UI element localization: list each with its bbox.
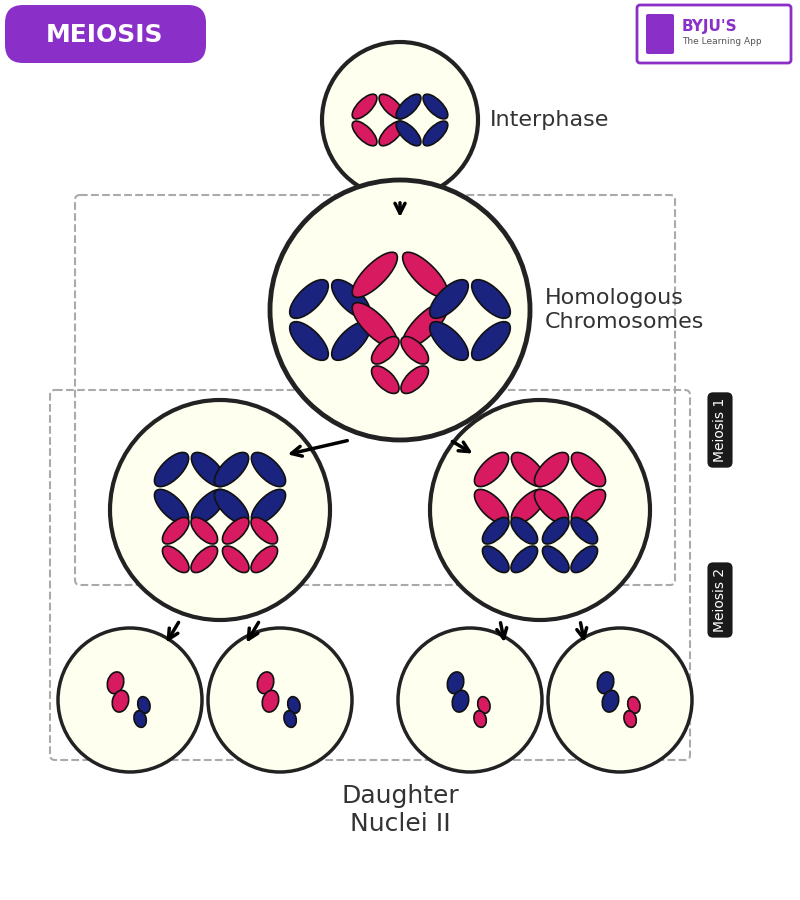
Ellipse shape (134, 711, 146, 727)
Ellipse shape (284, 711, 296, 727)
Ellipse shape (332, 321, 370, 360)
Ellipse shape (352, 252, 398, 297)
Ellipse shape (214, 453, 249, 487)
Ellipse shape (58, 628, 202, 772)
Ellipse shape (191, 453, 226, 487)
Ellipse shape (624, 711, 636, 727)
Ellipse shape (396, 94, 421, 119)
Ellipse shape (107, 672, 124, 694)
Ellipse shape (288, 697, 300, 714)
Ellipse shape (482, 518, 509, 544)
Ellipse shape (401, 366, 429, 393)
Ellipse shape (474, 453, 509, 487)
Ellipse shape (472, 280, 510, 319)
Ellipse shape (542, 518, 569, 544)
Ellipse shape (430, 321, 468, 360)
FancyBboxPatch shape (5, 5, 206, 63)
Ellipse shape (571, 453, 606, 487)
Ellipse shape (402, 252, 448, 297)
Ellipse shape (138, 697, 150, 714)
Ellipse shape (191, 518, 218, 544)
Ellipse shape (251, 546, 278, 572)
Text: Meiosis 2: Meiosis 2 (713, 568, 727, 632)
Ellipse shape (222, 518, 249, 544)
Ellipse shape (423, 122, 448, 146)
Ellipse shape (208, 628, 352, 772)
Ellipse shape (571, 490, 606, 524)
Text: Homologous
Chromosomes: Homologous Chromosomes (545, 288, 704, 331)
Ellipse shape (534, 453, 569, 487)
Ellipse shape (452, 690, 469, 712)
Ellipse shape (162, 546, 189, 572)
Ellipse shape (511, 546, 538, 572)
Ellipse shape (379, 122, 404, 146)
Ellipse shape (511, 490, 546, 524)
Ellipse shape (154, 453, 189, 487)
Ellipse shape (598, 672, 614, 694)
Ellipse shape (162, 518, 189, 544)
Text: MEIOSIS: MEIOSIS (46, 23, 164, 47)
Ellipse shape (191, 546, 218, 572)
Ellipse shape (262, 690, 278, 712)
Ellipse shape (511, 518, 538, 544)
FancyBboxPatch shape (637, 5, 791, 63)
Ellipse shape (430, 280, 468, 319)
Ellipse shape (401, 337, 429, 365)
Ellipse shape (534, 490, 569, 524)
Ellipse shape (472, 321, 510, 360)
Ellipse shape (371, 366, 399, 393)
Ellipse shape (290, 280, 328, 319)
Ellipse shape (571, 518, 598, 544)
Ellipse shape (447, 672, 464, 694)
FancyBboxPatch shape (646, 14, 674, 54)
Ellipse shape (398, 628, 542, 772)
Ellipse shape (290, 321, 328, 360)
Ellipse shape (482, 546, 509, 572)
Ellipse shape (251, 453, 286, 487)
Text: Daughter
Nuclei II: Daughter Nuclei II (341, 784, 459, 836)
Ellipse shape (396, 122, 421, 146)
Ellipse shape (478, 697, 490, 714)
Ellipse shape (352, 94, 377, 119)
Ellipse shape (628, 697, 640, 714)
Ellipse shape (332, 280, 370, 319)
Ellipse shape (423, 94, 448, 119)
Ellipse shape (371, 337, 399, 365)
Ellipse shape (352, 302, 398, 347)
Ellipse shape (474, 490, 509, 524)
Ellipse shape (222, 546, 249, 572)
Text: Interphase: Interphase (490, 110, 610, 130)
Ellipse shape (379, 94, 404, 119)
Text: The Learning App: The Learning App (682, 38, 762, 47)
Text: Meiosis 1: Meiosis 1 (713, 398, 727, 462)
Ellipse shape (214, 490, 249, 524)
Ellipse shape (110, 400, 330, 620)
Ellipse shape (402, 302, 448, 347)
Ellipse shape (602, 690, 618, 712)
Ellipse shape (474, 711, 486, 727)
Ellipse shape (322, 42, 478, 198)
Ellipse shape (511, 453, 546, 487)
Ellipse shape (548, 628, 692, 772)
Ellipse shape (571, 546, 598, 572)
Ellipse shape (352, 122, 377, 146)
Text: BYJU'S: BYJU'S (682, 19, 738, 33)
Ellipse shape (112, 690, 129, 712)
Ellipse shape (542, 546, 569, 572)
Ellipse shape (258, 672, 274, 694)
Ellipse shape (191, 490, 226, 524)
Ellipse shape (430, 400, 650, 620)
Ellipse shape (251, 518, 278, 544)
Ellipse shape (270, 180, 530, 440)
Ellipse shape (251, 490, 286, 524)
Ellipse shape (154, 490, 189, 524)
